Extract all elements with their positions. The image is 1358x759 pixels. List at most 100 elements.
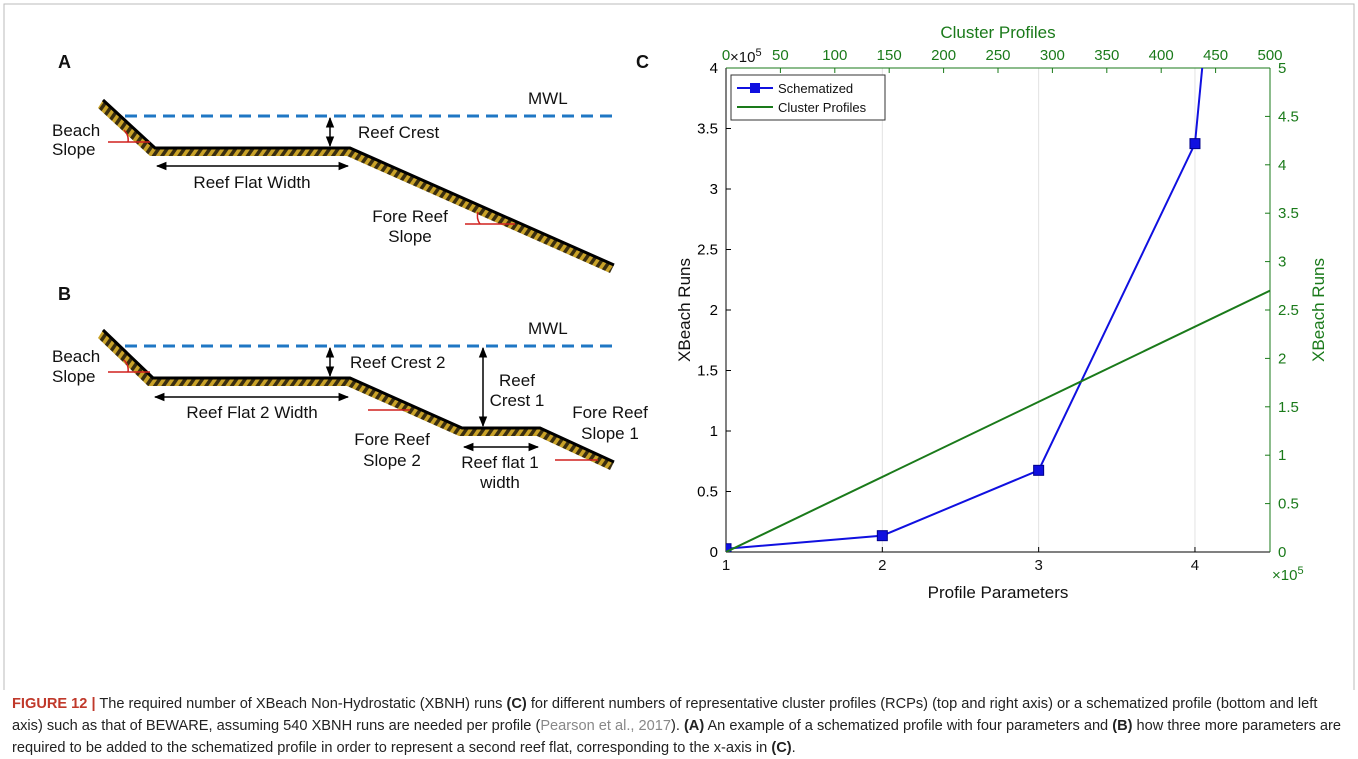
panel-b: B MWL Reef Crest 2 Reef Crest 1 Beach Sl… bbox=[52, 284, 648, 492]
annotation: Reef flat 1 bbox=[461, 453, 539, 472]
angle-arc bbox=[123, 129, 129, 143]
annotation: Reef Flat 2 Width bbox=[186, 403, 317, 422]
caption-text: (C) bbox=[771, 740, 792, 756]
annotation: Slope bbox=[52, 367, 95, 386]
marker bbox=[1033, 464, 1045, 476]
y-axis-label: XBeach Runs bbox=[675, 258, 694, 362]
caption-text: . bbox=[791, 740, 796, 756]
legend-label: Schematized bbox=[778, 81, 853, 96]
x2-tick-label: 350 bbox=[1094, 47, 1119, 64]
seabed-hatch bbox=[98, 330, 614, 470]
y-tick-label: 2 bbox=[710, 302, 718, 319]
x2-tick-label: 500 bbox=[1257, 47, 1282, 64]
y2-tick-label: 2.5 bbox=[1278, 302, 1299, 319]
x-axis-label: Profile Parameters bbox=[928, 583, 1069, 602]
legend: Schematized Cluster Profiles bbox=[730, 74, 886, 121]
annotation: Beach bbox=[52, 121, 100, 140]
caption: FIGURE 12 | The required number of XBeac… bbox=[12, 693, 1342, 759]
angle-arc bbox=[476, 211, 481, 225]
y2-tick-label: 3 bbox=[1278, 254, 1286, 271]
annotation: Crest 1 bbox=[490, 391, 545, 410]
panel-label: B bbox=[58, 284, 71, 304]
y-tick-label: 3.5 bbox=[697, 121, 718, 138]
exponent-power: 5 bbox=[755, 47, 761, 59]
x2-tick-label: 150 bbox=[877, 47, 902, 64]
y-tick-label: 3 bbox=[710, 181, 718, 198]
seabed-hatch bbox=[98, 100, 614, 273]
annotation: Slope 2 bbox=[363, 451, 421, 470]
profile bbox=[101, 328, 615, 464]
y2-exponent: ×105 bbox=[1272, 565, 1304, 584]
caption-text: An example of a schematized profile with… bbox=[704, 718, 1113, 734]
y-tick-label: 1.5 bbox=[697, 363, 718, 380]
y2-tick-label: 0.5 bbox=[1278, 496, 1299, 513]
caption-label: FIGURE 12 | bbox=[12, 696, 96, 712]
legend-label: Cluster Profiles bbox=[778, 100, 867, 115]
caption-text: ). bbox=[670, 718, 684, 734]
marker bbox=[876, 530, 888, 542]
chart: C Cluster Profiles Profile Parameters XB… bbox=[636, 23, 1328, 602]
caption-reference[interactable]: Pearson et al., 2017 bbox=[540, 718, 671, 734]
caption-text: The required number of XBeach Non-Hydros… bbox=[95, 696, 507, 712]
exponent-base: ×10 bbox=[730, 49, 755, 66]
profile bbox=[101, 98, 615, 267]
x2-tick-label: 0 bbox=[722, 47, 730, 64]
annotation: Fore Reef bbox=[572, 403, 648, 422]
y-tick-label: 0.5 bbox=[697, 484, 718, 501]
x2-tick-label: 50 bbox=[772, 47, 789, 64]
frame bbox=[3, 3, 1355, 690]
x-tick-label: 3 bbox=[1034, 557, 1042, 574]
annotation: Fore Reef bbox=[354, 430, 430, 449]
y-tick-label: 0 bbox=[710, 544, 718, 561]
y2-tick-label: 4 bbox=[1278, 157, 1286, 174]
x2-tick-label: 100 bbox=[822, 47, 847, 64]
y2-tick-label: 5 bbox=[1278, 60, 1286, 77]
exponent-power: 5 bbox=[1297, 565, 1303, 577]
y2-axis-label: XBeach Runs bbox=[1309, 258, 1328, 362]
annotation: Slope bbox=[388, 227, 431, 246]
x2-axis-label: Cluster Profiles bbox=[940, 23, 1055, 42]
caption-text: (C) bbox=[506, 696, 527, 712]
annotation: Slope bbox=[52, 140, 95, 159]
page: A MWL Reef Crest Beach Slope Reef Flat W… bbox=[3, 3, 1355, 756]
annotation: width bbox=[479, 473, 520, 492]
x2-tick-label: 450 bbox=[1203, 47, 1228, 64]
y-tick-label: 1 bbox=[710, 423, 718, 440]
legend-marker bbox=[750, 83, 760, 93]
y-exponent: ×105 bbox=[730, 47, 762, 66]
angle-arc bbox=[123, 359, 129, 373]
panel-a: A MWL Reef Crest Beach Slope Reef Flat W… bbox=[52, 52, 615, 273]
x2-tick-label: 200 bbox=[931, 47, 956, 64]
y2-tick-label: 0 bbox=[1278, 544, 1286, 561]
x-tick-label: 4 bbox=[1191, 557, 1199, 574]
panel-label: C bbox=[636, 52, 649, 72]
caption-text: (B) bbox=[1112, 718, 1133, 734]
mwl-label: MWL bbox=[528, 89, 568, 108]
exponent-base: ×10 bbox=[1272, 567, 1297, 584]
x2-tick-label: 250 bbox=[985, 47, 1010, 64]
annotation: Reef Flat Width bbox=[193, 173, 310, 192]
annotation: Reef Crest bbox=[358, 123, 440, 142]
x2-tick-label: 400 bbox=[1149, 47, 1174, 64]
annotation: Slope 1 bbox=[581, 424, 639, 443]
y2-tick-label: 1.5 bbox=[1278, 399, 1299, 416]
y2-tick-label: 4.5 bbox=[1278, 108, 1299, 125]
y2-tick-label: 1 bbox=[1278, 447, 1286, 464]
annotation: Beach bbox=[52, 347, 100, 366]
caption-text: (A) bbox=[683, 718, 705, 734]
caption-text: for different numbers of representative … bbox=[12, 696, 1318, 734]
annotation: Fore Reef bbox=[372, 207, 448, 226]
y-tick-label: 4 bbox=[710, 60, 718, 77]
series-line bbox=[726, 289, 1270, 552]
y2-tick-label: 3.5 bbox=[1278, 205, 1299, 222]
annotation: Reef Crest 2 bbox=[350, 353, 445, 372]
x2-tick-label: 300 bbox=[1040, 47, 1065, 64]
plot-area bbox=[726, 68, 1270, 552]
y2-tick-label: 2 bbox=[1278, 350, 1286, 367]
annotation: Reef bbox=[499, 371, 535, 390]
mwl-label: MWL bbox=[528, 319, 568, 338]
x-tick-label: 2 bbox=[878, 557, 886, 574]
marker bbox=[1189, 138, 1201, 150]
y-tick-label: 2.5 bbox=[697, 242, 718, 259]
x-tick-label: 1 bbox=[722, 557, 730, 574]
